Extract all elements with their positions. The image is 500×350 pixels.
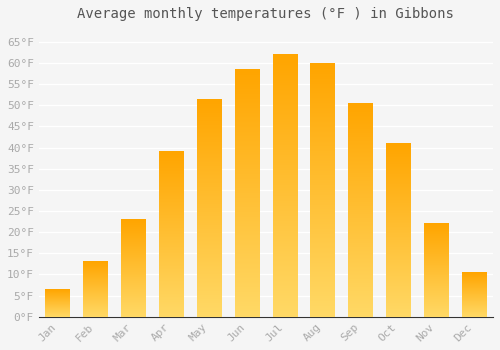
Bar bbox=[310, 63, 335, 317]
Bar bbox=[84, 262, 108, 317]
Bar bbox=[234, 69, 260, 317]
Title: Average monthly temperatures (°F ) in Gibbons: Average monthly temperatures (°F ) in Gi… bbox=[78, 7, 454, 21]
Bar bbox=[462, 272, 486, 317]
Bar bbox=[386, 143, 410, 317]
Bar bbox=[46, 289, 70, 317]
Bar bbox=[272, 55, 297, 317]
Bar bbox=[424, 224, 448, 317]
Bar bbox=[197, 99, 222, 317]
Bar bbox=[121, 219, 146, 317]
Bar bbox=[159, 152, 184, 317]
Bar bbox=[348, 103, 373, 317]
